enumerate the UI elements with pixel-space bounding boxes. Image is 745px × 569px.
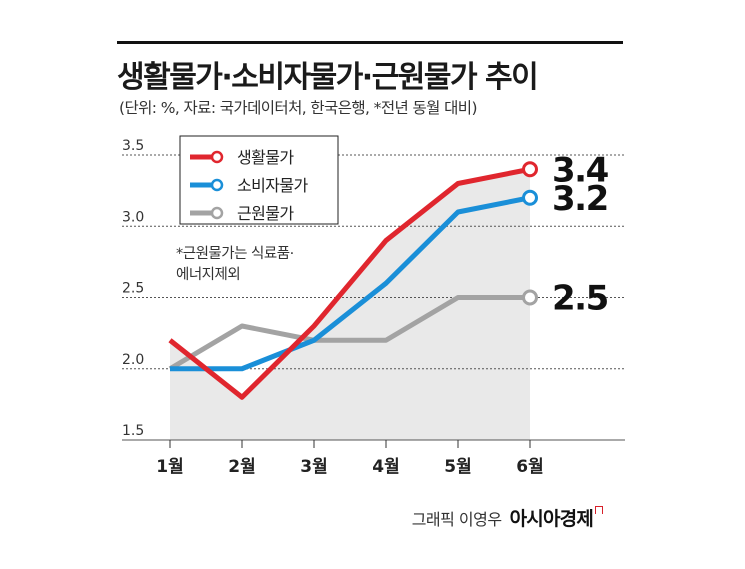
brand-mark-icon	[595, 506, 603, 514]
series-line	[168, 166, 531, 400]
legend-marker	[210, 178, 224, 192]
x-tick-label: 5월	[444, 457, 471, 477]
series-end-marker	[522, 289, 538, 306]
note-line-2: 에너지제외	[176, 266, 240, 283]
y-tick-label: 3.0	[122, 209, 144, 225]
credit-name: 그래픽 이영우	[411, 510, 502, 529]
end-value-label: 2.5	[552, 279, 608, 319]
legend-label: 생활물가	[237, 148, 294, 167]
chart-title: 생활물가·소비자물가·근원물가 추이	[117, 60, 539, 95]
series-line	[168, 295, 530, 371]
x-tick-label: 3월	[300, 457, 327, 477]
top-rule	[117, 41, 623, 44]
legend-box	[179, 135, 339, 225]
chart-subtitle: (단위: %, 자료: 국가데이터처, 한국은행, *전년 동월 대비)	[119, 99, 477, 117]
x-tick-label: 6월	[516, 457, 543, 477]
series-end-marker	[522, 189, 538, 206]
note-line-1: *근원물가는 식료품·	[176, 245, 294, 262]
y-tick-label: 3.5	[122, 138, 144, 154]
x-tick-label: 2월	[228, 457, 255, 477]
legend-label: 근원물가	[237, 204, 294, 223]
y-tick-label: 1.5	[122, 423, 144, 439]
legend-marker	[210, 150, 224, 164]
series-line	[170, 195, 531, 372]
legend-label: 소비자물가	[237, 176, 308, 195]
y-tick-label: 2.0	[122, 352, 144, 368]
end-value-label: 3.2	[552, 179, 608, 219]
credit: 그래픽 이영우 아시아경제	[412, 504, 603, 531]
y-tick-label: 2.5	[122, 281, 144, 297]
credit-brand: 아시아경제	[509, 508, 594, 530]
legend-marker	[210, 206, 224, 220]
end-value-label: 3.4	[552, 150, 609, 190]
x-tick-label: 4월	[372, 457, 399, 477]
x-tick-label: 1월	[156, 457, 183, 477]
area-fill	[170, 169, 530, 440]
series-end-marker	[522, 161, 538, 178]
